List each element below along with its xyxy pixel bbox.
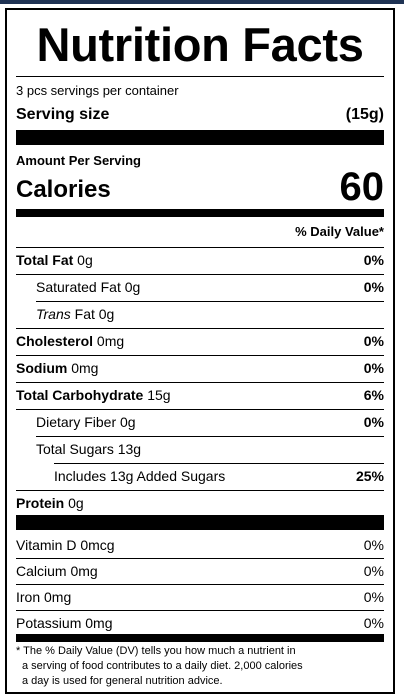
total-carbohydrate-amount: 15g — [143, 387, 171, 403]
daily-value-header: % Daily Value* — [295, 224, 384, 239]
trans-fat-row: Trans Fat 0g — [36, 305, 114, 323]
protein-row: Protein 0g — [16, 494, 84, 512]
total-fat-dv: 0% — [363, 252, 384, 268]
protein-amount: 0g — [64, 495, 84, 511]
thick-divider — [16, 130, 384, 145]
cholesterol-dv: 0% — [363, 333, 384, 349]
divider — [16, 382, 384, 383]
divider — [16, 490, 384, 491]
potassium-name: Potassium 0mg — [16, 615, 113, 631]
sodium-row: Sodium 0mg — [16, 359, 98, 377]
vitamin-d-dv: 0% — [363, 537, 384, 553]
sodium-dv: 0% — [363, 360, 384, 376]
added-sugars-name: Includes 13g Added Sugars — [54, 468, 226, 484]
protein-name: Protein — [16, 495, 65, 511]
saturated-fat-name: Saturated Fat 0g — [36, 279, 141, 295]
calcium-dv: 0% — [363, 563, 384, 579]
divider — [16, 274, 384, 275]
divider — [16, 247, 384, 248]
top-border-bar — [0, 0, 404, 4]
amount-per-serving: Amount Per Serving — [16, 153, 141, 168]
label-title: Nutrition Facts — [36, 18, 364, 71]
footnote: * The % Daily Value (DV) tells you how m… — [16, 644, 384, 689]
divider — [36, 301, 384, 302]
divider — [54, 463, 384, 464]
servings-per-container: 3 pcs servings per container — [16, 83, 179, 98]
cholesterol-row: Cholesterol 0mg — [16, 332, 124, 350]
dietary-fiber-name: Dietary Fiber 0g — [36, 414, 136, 430]
divider — [16, 409, 384, 410]
iron-dv: 0% — [363, 589, 384, 605]
sodium-amount: 0mg — [67, 360, 99, 376]
calories-label: Calories — [16, 176, 111, 203]
divider — [16, 558, 384, 559]
sodium-name: Sodium — [16, 360, 68, 376]
divider — [16, 610, 384, 611]
added-sugars-dv: 25% — [355, 468, 384, 484]
trans-fat-italic: Trans — [36, 306, 71, 322]
medium-divider — [16, 634, 384, 642]
total-fat-name: Total Fat — [16, 252, 74, 268]
footnote-line: a serving of food contributes to a daily… — [22, 660, 303, 672]
iron-name: Iron 0mg — [16, 589, 72, 605]
calcium-name: Calcium 0mg — [16, 563, 98, 579]
total-fat-row: Total Fat 0g — [16, 251, 93, 269]
total-carbohydrate-row: Total Carbohydrate 15g — [16, 386, 171, 404]
nutrition-facts-label: Nutrition Facts 3 pcs servings per conta… — [5, 8, 395, 694]
serving-size-label: Serving size — [16, 106, 110, 123]
footnote-line: * The % Daily Value (DV) tells you how m… — [16, 645, 296, 657]
divider — [16, 76, 384, 77]
footnote-line: a day is used for general nutrition advi… — [22, 675, 223, 687]
total-sugars-name: Total Sugars 13g — [36, 441, 142, 457]
divider — [16, 584, 384, 585]
cholesterol-name: Cholesterol — [16, 333, 94, 349]
total-carbohydrate-dv: 6% — [363, 387, 384, 403]
total-fat-amount: 0g — [73, 252, 93, 268]
potassium-dv: 0% — [363, 615, 384, 631]
vitamin-d-name: Vitamin D 0mcg — [16, 537, 115, 553]
calories-value: 60 — [339, 165, 385, 209]
trans-fat-rest: Fat 0g — [70, 306, 115, 322]
total-carbohydrate-name: Total Carbohydrate — [16, 387, 144, 403]
serving-size-value: (15g) — [345, 106, 384, 123]
dietary-fiber-dv: 0% — [363, 414, 384, 430]
saturated-fat-dv: 0% — [363, 279, 384, 295]
medium-divider — [16, 209, 384, 217]
divider — [16, 328, 384, 329]
cholesterol-amount: 0mg — [93, 333, 125, 349]
divider — [16, 355, 384, 356]
divider — [36, 436, 384, 437]
thick-divider — [16, 515, 384, 530]
